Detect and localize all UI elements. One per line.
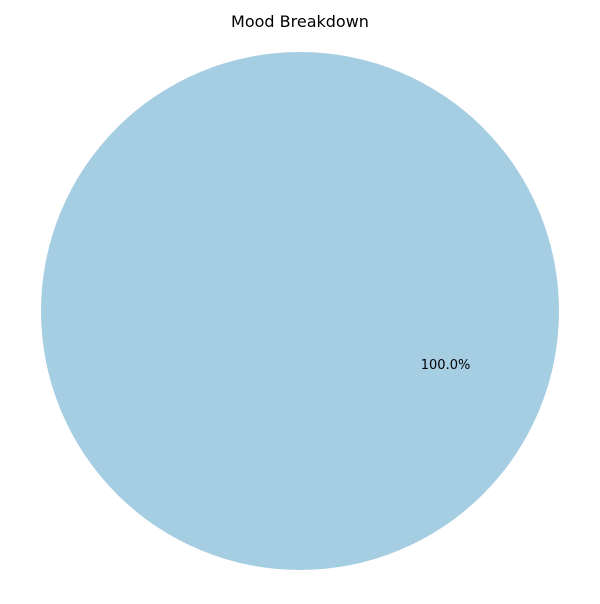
pie-slices [41,52,559,570]
pie-labels: 100.0% [421,358,471,373]
chart-title: Mood Breakdown [231,12,369,31]
pie-slice [41,52,559,570]
pie-slice-label: 100.0% [421,358,471,373]
